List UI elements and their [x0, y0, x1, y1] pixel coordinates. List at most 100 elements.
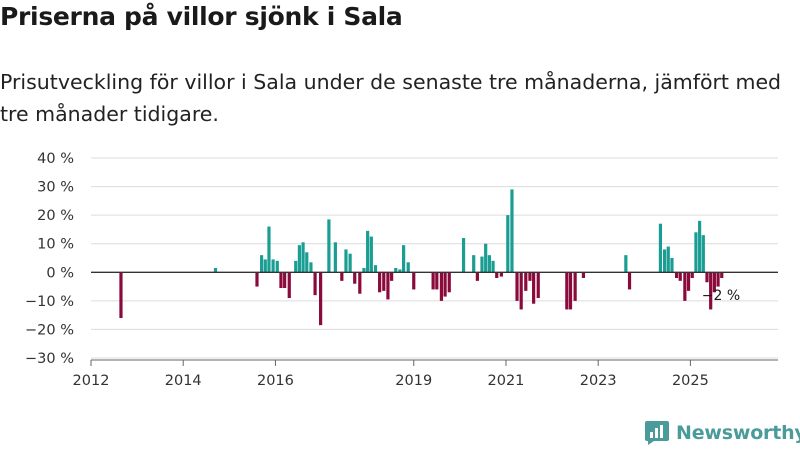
newsworthy-brand: Newsworthy — [644, 419, 800, 447]
bar — [701, 235, 705, 273]
bar — [662, 249, 667, 273]
bar — [267, 226, 271, 273]
x-tick-label: 2016 — [257, 373, 294, 389]
bar — [348, 253, 352, 273]
bar — [565, 272, 569, 310]
bar — [390, 272, 394, 281]
bar — [283, 272, 287, 288]
bar — [495, 272, 499, 278]
bar — [406, 262, 410, 273]
bar — [510, 189, 514, 273]
bar — [666, 246, 670, 273]
bar — [309, 262, 313, 273]
y-tick-label: −10 % — [25, 294, 74, 310]
bar — [506, 215, 510, 273]
y-tick-label: 10 % — [37, 237, 74, 253]
bar — [255, 272, 259, 287]
bar — [263, 259, 267, 273]
bar — [327, 219, 331, 273]
bar — [573, 272, 577, 301]
x-tick-label: 2014 — [165, 373, 202, 389]
bar — [705, 272, 709, 283]
x-tick-label: 2012 — [73, 373, 110, 389]
bar — [720, 272, 724, 278]
bar — [305, 252, 309, 273]
y-tick-label: −20 % — [25, 322, 74, 338]
bar — [294, 260, 298, 273]
chart-subtitle: Prisutveckling för villor i Sala under d… — [0, 70, 782, 126]
axes — [90, 271, 778, 366]
bar — [480, 256, 484, 273]
y-tick-label: −30 % — [25, 351, 74, 367]
bar — [271, 259, 275, 273]
bar — [394, 268, 398, 273]
x-tick-label: 2023 — [580, 373, 617, 389]
bar — [475, 272, 479, 281]
x-tick-label: 2021 — [488, 373, 525, 389]
bar — [690, 272, 694, 278]
x-tick-label: 2025 — [672, 373, 709, 389]
bar — [386, 272, 390, 300]
chart-title: Priserna på villor sjönk i Sala — [0, 2, 403, 31]
bar — [275, 260, 279, 273]
bar — [528, 272, 532, 281]
bar — [402, 245, 406, 273]
bar — [491, 260, 495, 273]
bar — [698, 220, 702, 273]
bar — [447, 272, 451, 293]
bar — [435, 272, 439, 290]
bars — [119, 189, 724, 326]
y-tick-label: 40 % — [37, 151, 74, 167]
bar — [213, 268, 218, 273]
brand-name: Newsworthy — [676, 422, 800, 444]
bar — [487, 255, 491, 273]
y-tick-label: 0 % — [46, 265, 74, 281]
bar — [431, 272, 435, 290]
bar — [398, 269, 402, 273]
bar — [515, 272, 519, 301]
bar — [536, 272, 540, 298]
bar — [658, 223, 663, 273]
bar — [461, 238, 466, 273]
bar — [519, 272, 523, 310]
bar — [624, 255, 628, 273]
gridlines — [91, 157, 778, 359]
bar — [670, 258, 674, 273]
bar — [382, 272, 386, 291]
bar — [709, 272, 713, 310]
y-tick-label: 30 % — [37, 180, 74, 196]
bar — [279, 272, 283, 288]
bar — [524, 272, 528, 291]
tick-labels: 40 % 30 % 20 % 10 % 0 % −10 % −20 % −30 % 2012 20… — [25, 151, 740, 389]
bar — [472, 255, 476, 273]
bar — [353, 272, 357, 284]
bar — [301, 242, 305, 273]
bar — [568, 272, 573, 310]
y-tick-label: 20 % — [37, 208, 74, 224]
bar — [443, 272, 447, 297]
bar — [674, 272, 679, 278]
bar — [373, 265, 378, 273]
bar — [683, 272, 687, 301]
bar — [260, 255, 264, 273]
bar — [319, 272, 323, 326]
bar — [358, 272, 362, 294]
bar — [378, 272, 382, 293]
bar — [340, 272, 344, 281]
bar — [333, 242, 337, 273]
bar — [678, 272, 682, 281]
bar — [287, 272, 291, 298]
bar — [344, 249, 348, 273]
bar — [712, 272, 716, 293]
bar — [627, 272, 632, 290]
bar — [484, 243, 488, 273]
bar — [581, 272, 586, 278]
bar — [439, 272, 444, 301]
bar — [499, 272, 503, 277]
bar — [119, 272, 123, 318]
bar — [412, 272, 416, 290]
bar — [716, 272, 720, 287]
last-value-annotation: −2 % — [702, 288, 740, 304]
bar — [532, 272, 536, 304]
